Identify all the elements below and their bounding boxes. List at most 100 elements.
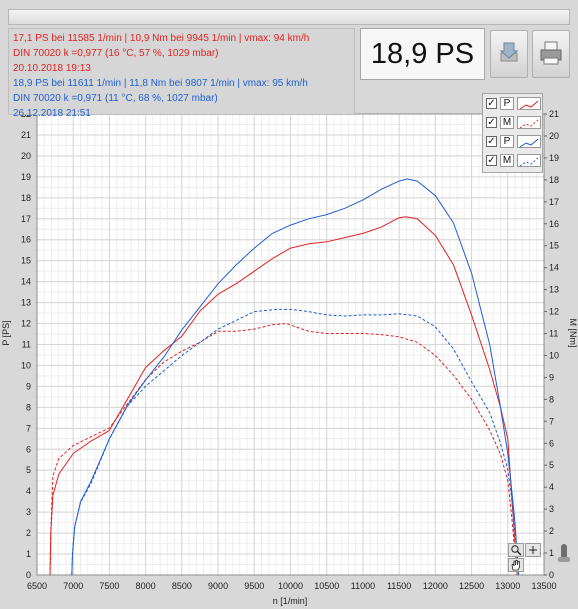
- x-tick-label: 10500: [314, 581, 339, 591]
- y-tick-label: 0: [26, 570, 31, 580]
- x-tick-label: 6500: [27, 581, 47, 591]
- y-tick-label: 7: [26, 423, 31, 433]
- y2-tick-label: 12: [549, 307, 559, 317]
- x-tick-label: 11000: [351, 581, 375, 591]
- legend-row-torque-run1[interactable]: ✓ M: [486, 115, 542, 131]
- x-tick-label: 9000: [208, 581, 228, 591]
- y2-tick-label: 16: [549, 219, 559, 229]
- y-tick-label: 9: [26, 381, 31, 391]
- y2-tick-label: 7: [549, 416, 554, 426]
- x-tick-label: 10000: [278, 581, 303, 591]
- y2-tick-label: 20: [549, 131, 559, 141]
- x-tick-label: 7000: [63, 581, 83, 591]
- legend-row-power-run2[interactable]: ✓ P: [486, 134, 542, 150]
- x-tick-label: 11500: [387, 581, 411, 591]
- y-tick-label: 6: [26, 444, 31, 454]
- x-tick-label: 8500: [172, 581, 192, 591]
- y-tick-label: 19: [21, 172, 31, 182]
- y2-tick-label: 19: [549, 153, 559, 163]
- y2-tick-label: 13: [549, 285, 559, 295]
- y-tick-label: 8: [26, 402, 31, 412]
- y2-tick-label: 0: [549, 570, 554, 580]
- pan-button[interactable]: [508, 558, 524, 572]
- y-tick-label: 18: [21, 193, 31, 203]
- y-tick-label: 11: [22, 340, 31, 350]
- legend-swatch[interactable]: [517, 116, 541, 129]
- y2-tick-label: 2: [549, 526, 554, 536]
- run2-summary: 18,9 PS bei 11611 1/min | 11,8 Nm bei 98…: [13, 78, 308, 89]
- series-torque-run1: [49, 323, 518, 576]
- graph-tools: [508, 543, 542, 573]
- zoom-button[interactable]: [508, 543, 524, 557]
- tick-labels: 6500 7000 7500 8000 8500 9000 9500 10000 10500 11…: [21, 109, 559, 591]
- y-tick-label: 21: [21, 130, 31, 140]
- load-button[interactable]: [490, 30, 528, 78]
- y-tick-label: 10: [21, 360, 31, 370]
- cursor-add-button[interactable]: [525, 543, 541, 557]
- y-tick-label: 15: [21, 256, 31, 266]
- y2-axis-label: M [Nm]: [568, 319, 578, 348]
- legend-row-power-run1[interactable]: ✓ P: [486, 96, 542, 112]
- y2-tick-label: 8: [549, 394, 554, 404]
- legend-row-torque-run2[interactable]: ✓ M: [486, 153, 542, 169]
- legend-swatch[interactable]: [517, 135, 541, 148]
- y2-tick-label: 11: [549, 329, 558, 339]
- x-tick-label: 12000: [423, 581, 448, 591]
- run1-conditions: DIN 70020 k =0,977 (16 °C, 57 %, 1029 mb…: [13, 48, 219, 59]
- y2-tick-label: 21: [549, 109, 559, 119]
- y-tick-label: 17: [21, 214, 31, 224]
- y-tick-label: 2: [26, 528, 31, 538]
- print-button[interactable]: [532, 30, 570, 78]
- legend-label: P: [500, 135, 514, 148]
- series-power-run1: [49, 216, 518, 576]
- y2-tick-label: 10: [549, 350, 559, 360]
- x-tick-label: 8000: [136, 581, 156, 591]
- y2-tick-label: 3: [549, 504, 554, 514]
- legend-swatch[interactable]: [517, 154, 541, 167]
- series-group: [49, 178, 520, 576]
- legend-checkbox[interactable]: ✓: [486, 136, 497, 147]
- run2-date: 26.12.2018 21:51: [13, 108, 91, 119]
- series-torque-run2: [71, 308, 520, 576]
- y2-tick-label: 15: [549, 241, 559, 251]
- legend-checkbox[interactable]: ✓: [486, 155, 497, 166]
- y2-tick-label: 14: [549, 263, 559, 273]
- pan-hand-icon: [511, 560, 520, 571]
- run2-conditions: DIN 70020 k =0,971 (11 °C, 68 %, 1027 mb…: [13, 93, 218, 104]
- y2-tick-label: 6: [549, 438, 554, 448]
- legend-checkbox[interactable]: ✓: [486, 117, 497, 128]
- y-tick-label: 14: [21, 277, 31, 287]
- peak-power-display: 18,9 PS: [360, 28, 485, 80]
- legend-label: P: [500, 97, 514, 110]
- top-scrollbar[interactable]: [8, 9, 570, 25]
- y-axis-label: P [PS]: [1, 320, 11, 345]
- y-tick-label: 3: [26, 507, 31, 517]
- y-tick-label: 1: [26, 549, 31, 559]
- y2-tick-label: 5: [549, 460, 554, 470]
- y2-tick-label: 1: [549, 548, 554, 558]
- legend-label: M: [500, 116, 514, 129]
- y2-tick-label: 9: [549, 372, 554, 382]
- x-axis-label: n [1/min]: [273, 596, 308, 606]
- printer-icon: [540, 41, 562, 65]
- plot-legend: ✓ P ✓ M ✓ P ✓ M: [482, 93, 543, 173]
- legend-swatch[interactable]: [517, 97, 541, 110]
- y2-tick-label: 4: [549, 482, 554, 492]
- y-tick-label: 4: [26, 486, 31, 496]
- scroll-knob-icon[interactable]: [558, 543, 570, 563]
- legend-checkbox[interactable]: ✓: [486, 98, 497, 109]
- run1-date: 20.10.2018 19:13: [13, 63, 91, 74]
- x-tick-label: 13000: [495, 581, 520, 591]
- y2-tick-label: 17: [549, 197, 559, 207]
- y2-tick-label: 18: [549, 175, 559, 185]
- run-info-panel: 17,1 PS bei 11585 1/min | 10,9 Nm bei 99…: [8, 28, 355, 119]
- x-tick-label: 7500: [99, 581, 119, 591]
- y-tick-label: 5: [26, 465, 31, 475]
- run1-summary: 17,1 PS bei 11585 1/min | 10,9 Nm bei 99…: [13, 33, 310, 44]
- y-tick-label: 13: [21, 298, 31, 308]
- x-tick-label: 13500: [531, 581, 556, 591]
- x-tick-label: 12500: [459, 581, 484, 591]
- import-icon: [499, 42, 519, 62]
- zoom-icon: [511, 545, 522, 556]
